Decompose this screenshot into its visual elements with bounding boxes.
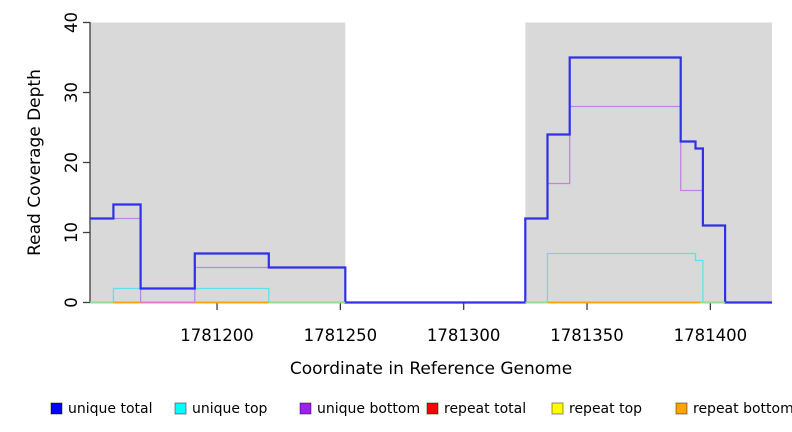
legend-label-unique-bottom: unique bottom xyxy=(317,401,420,417)
legend-label-repeat-top: repeat top xyxy=(569,401,642,417)
series-unique-top xyxy=(90,252,772,304)
x-tick-label: 1781200 xyxy=(180,326,254,345)
legend-swatch-repeat-total xyxy=(426,402,439,415)
y-tick-label: 30 xyxy=(62,82,81,103)
y-tick-label: 10 xyxy=(62,222,81,243)
legend-swatch-repeat-bottom xyxy=(675,402,688,415)
x-tick-label: 1781350 xyxy=(550,326,624,345)
y-tick-label: 20 xyxy=(62,152,81,173)
legend-swatch-unique-top xyxy=(174,402,187,415)
y-axis-title: Read Coverage Depth xyxy=(25,69,45,256)
legend-label-repeat-bottom: repeat bottom xyxy=(693,401,792,417)
y-tick-label: 40 xyxy=(62,12,81,33)
series-unique-total xyxy=(90,56,772,304)
legend-swatch-unique-bottom xyxy=(299,402,312,415)
left-gray-region xyxy=(90,22,346,303)
right-gray-region xyxy=(525,22,772,303)
legend-swatch-unique-total xyxy=(50,402,63,415)
x-axis-title: Coordinate in Reference Genome xyxy=(290,359,572,379)
x-tick-label: 1781400 xyxy=(674,326,748,345)
x-tick-label: 1781300 xyxy=(427,326,501,345)
legend-label-unique-top: unique top xyxy=(192,401,268,417)
legend-label-repeat-total: repeat total xyxy=(444,401,526,417)
legend-label-unique-total: unique total xyxy=(68,401,152,417)
legend-swatch-repeat-top xyxy=(551,402,564,415)
x-tick-label: 1781250 xyxy=(304,326,378,345)
y-tick-label: 0 xyxy=(62,297,81,308)
